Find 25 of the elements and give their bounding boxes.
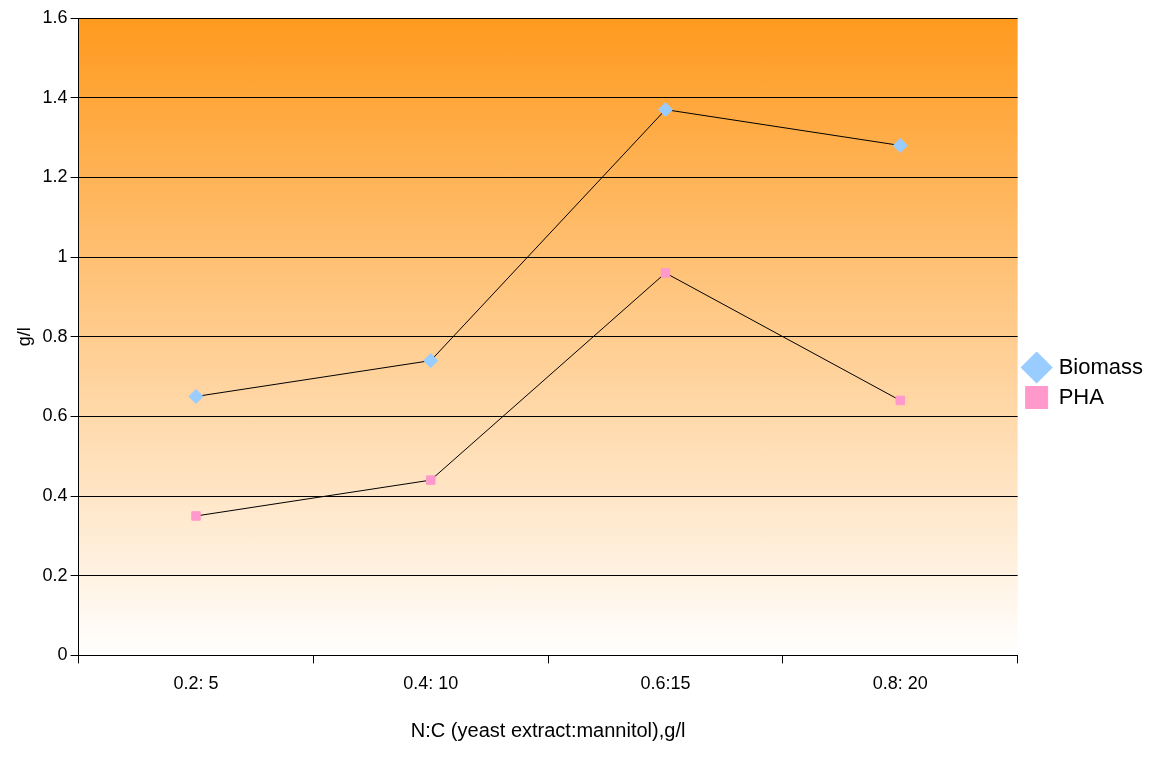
y-tick-label: 1.4 [42, 86, 68, 107]
y-tick-label: 0.8 [42, 325, 68, 346]
x-tick-label: 0.2: 5 [173, 673, 219, 694]
y-tick-label: 1 [57, 245, 68, 266]
y-tick-label: 0.2 [42, 564, 68, 585]
point [426, 475, 436, 485]
y-tick-label: 1.2 [42, 166, 68, 187]
y-tick-label: 0 [57, 644, 68, 665]
y-tick-label: 1.6 [42, 6, 68, 27]
y-tick-label: 0.4 [42, 485, 68, 506]
legend-label: PHA [1058, 383, 1105, 409]
x-tick-label: 0.6:15 [640, 673, 691, 694]
y-tick-label: 0.6 [42, 405, 68, 426]
point [658, 102, 674, 118]
point [423, 353, 439, 369]
x-tick-label: 0.8: 20 [872, 673, 928, 694]
point [188, 388, 204, 404]
point [191, 511, 201, 521]
point [892, 137, 908, 153]
x-axis-title: N:C (yeast extract:mannitol),g/l [410, 718, 686, 741]
x-tick-label: 0.4: 10 [403, 673, 459, 694]
point [660, 268, 671, 278]
y-axis-title: g/l [13, 327, 34, 347]
legend-label: Biomass [1058, 353, 1143, 379]
point [895, 395, 906, 406]
